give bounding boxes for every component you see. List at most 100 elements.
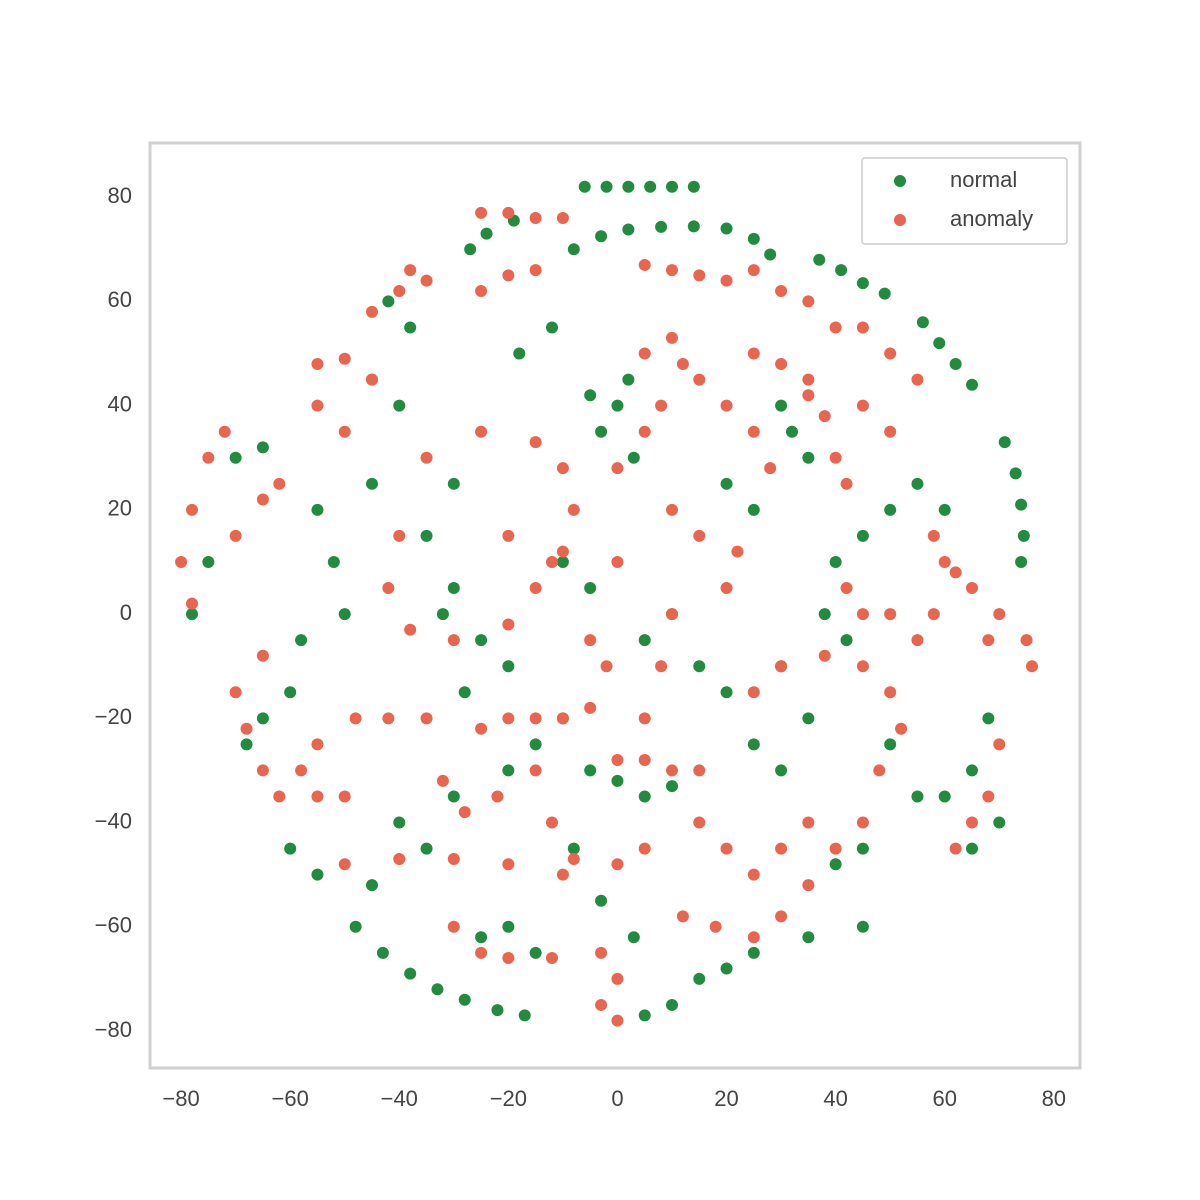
point xyxy=(186,597,198,610)
x-tick-label: −80 xyxy=(162,1086,199,1111)
point xyxy=(480,227,493,240)
point xyxy=(447,920,460,933)
point xyxy=(229,529,242,542)
point xyxy=(502,920,515,933)
legend-marker xyxy=(894,214,906,226)
point xyxy=(747,868,760,881)
point xyxy=(911,790,924,803)
point xyxy=(202,555,215,568)
point xyxy=(927,529,940,542)
point xyxy=(829,555,842,568)
y-tick-label: 80 xyxy=(108,183,132,208)
point xyxy=(529,582,542,595)
point xyxy=(475,634,488,647)
point xyxy=(638,712,651,725)
y-tick-label: −60 xyxy=(95,913,132,938)
point xyxy=(420,451,433,464)
x-tick-label: −20 xyxy=(490,1086,527,1111)
point xyxy=(747,503,760,516)
point xyxy=(502,858,515,871)
point xyxy=(938,555,951,568)
point xyxy=(584,582,597,595)
point xyxy=(655,399,668,412)
point xyxy=(556,545,569,558)
point xyxy=(856,399,869,412)
point xyxy=(502,529,515,542)
point xyxy=(256,441,269,454)
point xyxy=(693,764,706,777)
y-tick-label: 60 xyxy=(108,287,132,312)
point xyxy=(404,321,417,334)
point xyxy=(600,660,613,673)
point xyxy=(802,931,815,944)
point xyxy=(884,347,897,360)
point xyxy=(938,503,951,516)
point xyxy=(404,967,417,980)
point xyxy=(966,842,978,855)
point xyxy=(638,258,651,271)
x-tick-label: 0 xyxy=(611,1086,623,1111)
point xyxy=(595,425,608,438)
point xyxy=(502,660,515,673)
point xyxy=(884,686,897,699)
point xyxy=(982,712,995,725)
point xyxy=(627,451,640,464)
point xyxy=(529,436,542,449)
point xyxy=(916,316,929,329)
point xyxy=(747,264,760,277)
point xyxy=(546,555,558,568)
point xyxy=(1017,529,1030,542)
point xyxy=(611,774,624,787)
point xyxy=(747,425,760,438)
point xyxy=(240,722,253,735)
point xyxy=(546,952,558,965)
point xyxy=(666,331,678,344)
point xyxy=(747,931,760,944)
point xyxy=(720,686,733,699)
point xyxy=(584,634,597,647)
point xyxy=(1015,555,1028,568)
point xyxy=(447,582,460,595)
point xyxy=(856,529,869,542)
point xyxy=(475,425,488,438)
point xyxy=(584,389,597,402)
point xyxy=(327,555,340,568)
point xyxy=(502,952,515,965)
point xyxy=(993,738,1006,751)
point xyxy=(638,347,651,360)
point xyxy=(911,373,924,386)
point xyxy=(802,451,815,464)
point xyxy=(638,634,651,647)
point xyxy=(256,649,269,662)
point xyxy=(567,243,580,256)
point xyxy=(186,503,198,516)
point xyxy=(644,180,657,193)
point xyxy=(256,764,269,777)
point xyxy=(502,206,515,219)
point xyxy=(775,285,788,297)
point xyxy=(491,790,504,803)
point xyxy=(720,842,733,855)
point xyxy=(856,321,869,334)
point xyxy=(638,425,651,438)
y-tick-label: −40 xyxy=(95,808,132,833)
point xyxy=(458,686,471,699)
point xyxy=(475,931,488,944)
point xyxy=(349,712,362,725)
point xyxy=(676,910,689,923)
point xyxy=(595,998,608,1011)
point xyxy=(802,816,815,829)
point xyxy=(655,660,668,673)
point xyxy=(720,477,733,490)
point xyxy=(993,816,1006,829)
x-tick-label: 40 xyxy=(823,1086,847,1111)
point xyxy=(840,634,853,647)
point xyxy=(584,764,597,777)
point xyxy=(393,285,406,297)
point xyxy=(818,649,831,662)
point xyxy=(856,277,869,290)
point xyxy=(786,425,798,438)
point xyxy=(687,180,700,193)
point xyxy=(873,764,886,777)
